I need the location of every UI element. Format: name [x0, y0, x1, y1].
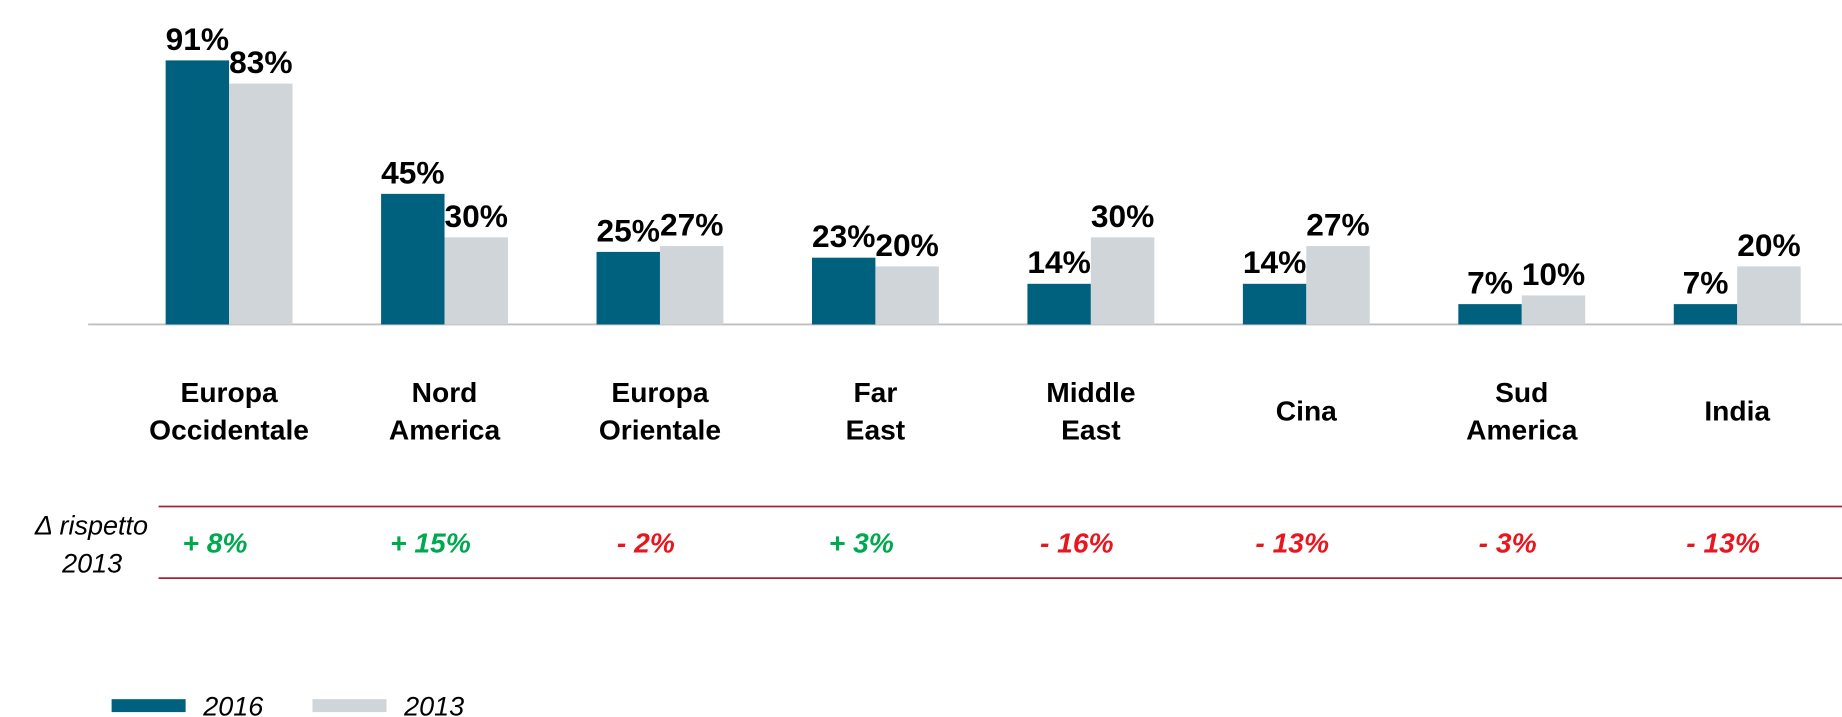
delta-value: - 16%: [1040, 526, 1114, 558]
bar: [1242, 283, 1307, 325]
bar: [1027, 283, 1091, 325]
bar: [444, 237, 508, 325]
bar: [811, 257, 876, 325]
value-label: 20%: [875, 227, 938, 263]
delta-value: + 8%: [182, 526, 247, 558]
value-label: 91%: [166, 21, 229, 57]
bar: [1090, 237, 1155, 325]
value-label: 25%: [597, 212, 660, 248]
legend-swatch: [312, 699, 387, 713]
bar: [381, 193, 445, 325]
delta-value: + 3%: [829, 526, 894, 558]
row-label: 2013: [61, 548, 122, 578]
value-label: 20%: [1737, 227, 1800, 263]
delta-value: - 3%: [1479, 526, 1537, 558]
x-tick-label: Europa: [611, 376, 708, 408]
bar: [596, 251, 660, 325]
x-tick-label: India: [1704, 395, 1770, 427]
x-tick-label: East: [846, 414, 906, 446]
bar: [1458, 304, 1522, 325]
x-tick-label: America: [389, 414, 501, 446]
x-tick-label: Europa: [181, 376, 278, 408]
delta-value: + 15%: [390, 526, 471, 558]
legend-label: 2013: [403, 692, 464, 717]
value-label: 14%: [1243, 244, 1306, 280]
x-tick-label: America: [1466, 414, 1578, 446]
value-label: 14%: [1027, 244, 1090, 280]
bar: [1737, 266, 1801, 325]
value-label: 30%: [1091, 198, 1154, 234]
value-label: 10%: [1522, 256, 1585, 292]
value-label: 23%: [812, 218, 875, 254]
legend-label: 2016: [202, 692, 264, 717]
delta-value: - 13%: [1686, 526, 1760, 558]
x-tick-label: Orientale: [599, 414, 721, 446]
value-label: 7%: [1467, 265, 1513, 301]
bar: [659, 246, 724, 325]
bar: [1306, 246, 1370, 325]
bar: [229, 83, 293, 325]
bar: [165, 60, 230, 325]
value-label: 27%: [1306, 207, 1369, 243]
row-label: Δ rispetto: [34, 511, 148, 541]
x-tick-label: Far: [853, 376, 897, 408]
value-label: 30%: [445, 198, 508, 234]
value-label: 27%: [660, 207, 723, 243]
x-tick-label: Cina: [1276, 395, 1337, 427]
bar: [1673, 304, 1738, 325]
x-tick-label: Sud: [1495, 376, 1548, 408]
bar: [875, 266, 939, 325]
legend-swatch: [111, 699, 186, 713]
delta-value: - 2%: [617, 526, 675, 558]
value-label: 83%: [229, 44, 292, 80]
x-tick-label: Nord: [412, 376, 478, 408]
delta-value: - 13%: [1255, 526, 1329, 558]
x-tick-label: Middle: [1046, 376, 1135, 408]
x-tick-label: Occidentale: [149, 414, 309, 446]
x-tick-label: East: [1061, 414, 1121, 446]
value-label: 7%: [1683, 265, 1729, 301]
bar: [1521, 295, 1586, 325]
value-label: 45%: [381, 154, 444, 190]
